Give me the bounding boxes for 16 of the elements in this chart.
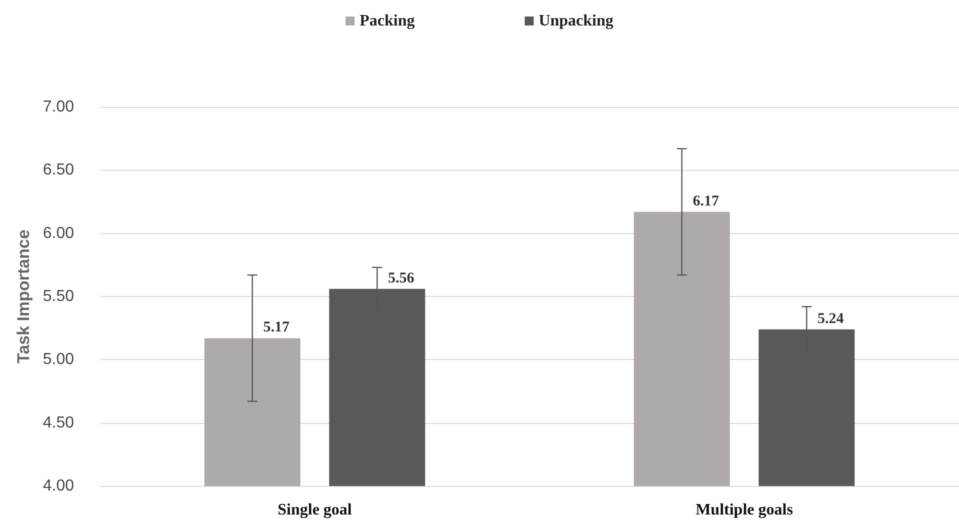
- data-label: 5.24: [818, 310, 844, 327]
- legend-label: Packing: [360, 12, 415, 30]
- y-tick-label: 4.00: [42, 478, 74, 494]
- y-tick-label: 5.00: [42, 351, 74, 368]
- x-tick-label: Single goal: [278, 502, 352, 518]
- y-tick-label: 7.00: [42, 98, 74, 116]
- data-label: 6.17: [692, 193, 720, 210]
- y-tick-label: 6.50: [42, 162, 74, 179]
- legend-label: Unpacking: [538, 12, 614, 30]
- y-tick-label: 5.50: [42, 288, 74, 305]
- x-tick-label: Multiple goals: [696, 502, 793, 518]
- y-tick-label: 4.50: [42, 414, 74, 432]
- y-axis-title: Task Importance: [14, 230, 33, 364]
- y-tick-label: 6.00: [42, 224, 74, 242]
- data-label: 5.17: [263, 320, 290, 336]
- data-label: 5.56: [388, 270, 415, 286]
